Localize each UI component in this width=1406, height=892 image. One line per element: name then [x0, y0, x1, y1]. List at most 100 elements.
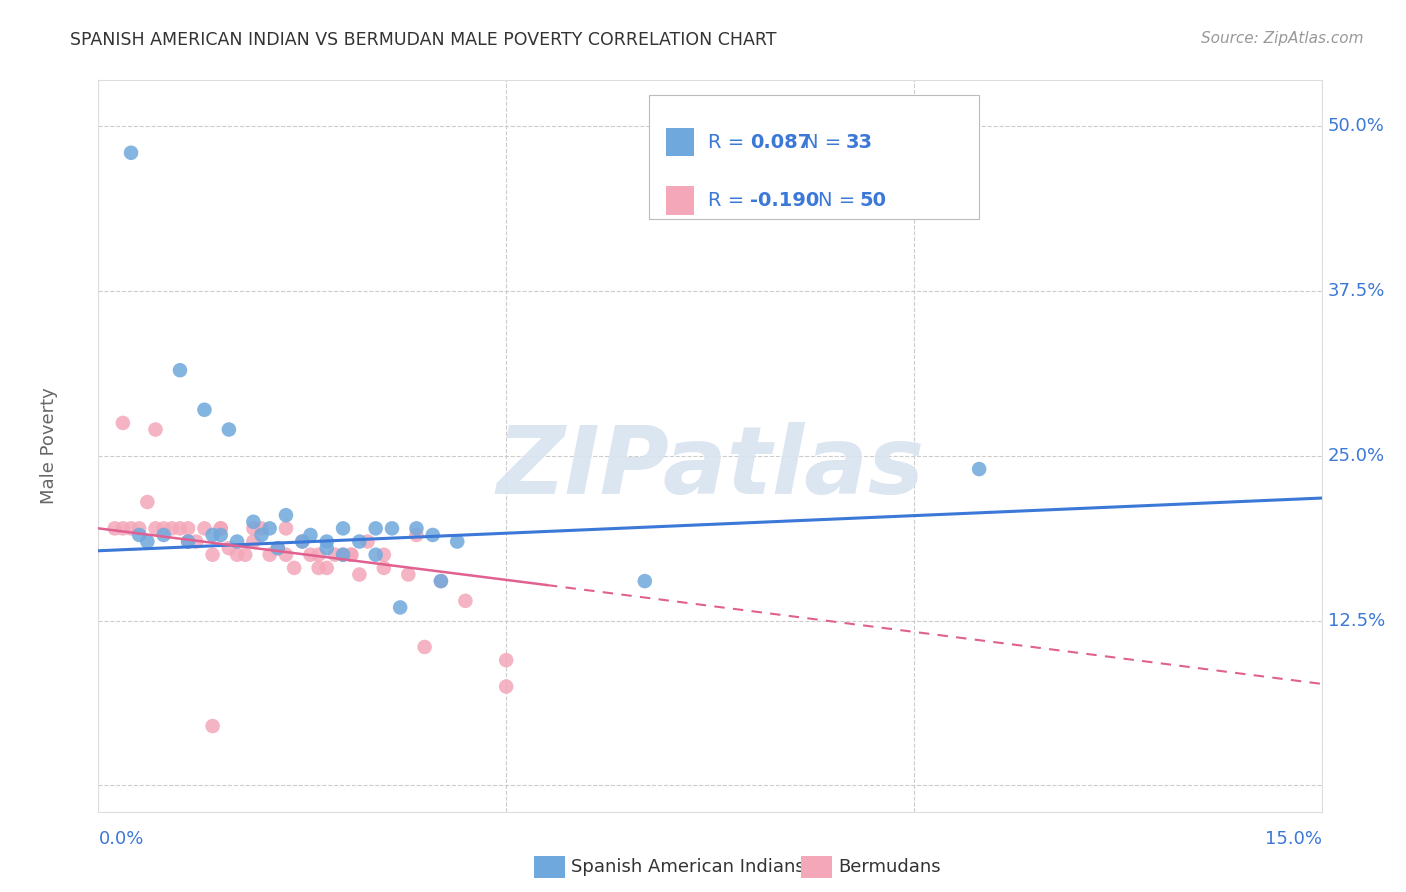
Point	[111, 521, 134, 535]
Text: 15.0%: 15.0%	[1264, 830, 1322, 848]
Point	[250, 528, 273, 542]
Point	[405, 521, 427, 535]
Point	[315, 561, 337, 575]
Point	[145, 423, 167, 437]
Text: 37.5%: 37.5%	[1327, 282, 1385, 300]
Point	[242, 521, 264, 535]
Point	[373, 561, 395, 575]
Point	[308, 548, 330, 562]
Point	[128, 528, 150, 542]
Point	[201, 548, 224, 562]
Point	[274, 508, 297, 523]
Point	[233, 548, 256, 562]
Point	[177, 521, 200, 535]
Point	[201, 719, 224, 733]
Point	[373, 548, 395, 562]
Text: 0.087: 0.087	[751, 133, 811, 152]
Point	[299, 528, 322, 542]
Point	[634, 574, 657, 588]
Point	[120, 145, 142, 160]
Point	[340, 548, 363, 562]
Point	[396, 567, 419, 582]
Point	[340, 548, 363, 562]
Text: R =: R =	[707, 191, 751, 211]
Point	[389, 600, 412, 615]
Point	[323, 548, 346, 562]
Point	[430, 574, 453, 588]
Point	[193, 521, 215, 535]
Point	[430, 574, 453, 588]
Point	[446, 534, 468, 549]
Text: R =: R =	[707, 133, 751, 152]
Point	[315, 541, 337, 556]
Point	[422, 528, 444, 542]
Point	[332, 548, 354, 562]
Point	[169, 363, 191, 377]
Point	[291, 534, 314, 549]
Text: Source: ZipAtlas.com: Source: ZipAtlas.com	[1201, 31, 1364, 46]
Point	[364, 548, 387, 562]
Point	[349, 534, 371, 549]
Text: 12.5%: 12.5%	[1327, 612, 1385, 630]
Point	[495, 653, 517, 667]
Point	[274, 521, 297, 535]
Point	[308, 561, 330, 575]
Point	[186, 534, 208, 549]
Point	[242, 515, 264, 529]
Point	[267, 541, 290, 556]
Point	[332, 548, 354, 562]
Text: Spanish American Indians: Spanish American Indians	[571, 858, 804, 876]
Text: 50.0%: 50.0%	[1327, 118, 1385, 136]
Point	[381, 521, 404, 535]
Point	[152, 528, 174, 542]
Point	[145, 521, 167, 535]
Point	[274, 548, 297, 562]
Point	[226, 548, 249, 562]
Text: ZIPatlas: ZIPatlas	[496, 422, 924, 514]
Point	[250, 521, 273, 535]
Point	[413, 640, 436, 654]
Text: 33: 33	[846, 133, 873, 152]
Text: N =: N =	[817, 191, 860, 211]
Point	[209, 528, 232, 542]
Point	[349, 567, 371, 582]
Text: 25.0%: 25.0%	[1327, 447, 1385, 465]
Text: SPANISH AMERICAN INDIAN VS BERMUDAN MALE POVERTY CORRELATION CHART: SPANISH AMERICAN INDIAN VS BERMUDAN MALE…	[70, 31, 776, 49]
Point	[177, 534, 200, 549]
Point	[405, 528, 427, 542]
Point	[218, 423, 240, 437]
Text: Bermudans: Bermudans	[838, 858, 941, 876]
Point	[356, 534, 378, 549]
Point	[177, 534, 200, 549]
Text: N =: N =	[803, 133, 846, 152]
Point	[111, 416, 134, 430]
Point	[136, 534, 159, 549]
Point	[201, 528, 224, 542]
Point	[242, 534, 264, 549]
Point	[454, 594, 477, 608]
Point	[128, 521, 150, 535]
Point	[299, 548, 322, 562]
Text: 50: 50	[859, 191, 887, 211]
Point	[209, 521, 232, 535]
Point	[104, 521, 127, 535]
Text: -0.190: -0.190	[751, 191, 820, 211]
Point	[136, 495, 159, 509]
Text: 0.0%: 0.0%	[98, 830, 143, 848]
Point	[332, 521, 354, 535]
Point	[152, 521, 174, 535]
Text: Male Poverty: Male Poverty	[41, 388, 59, 504]
Point	[120, 521, 142, 535]
Point	[160, 521, 183, 535]
Point	[259, 521, 281, 535]
Point	[226, 534, 249, 549]
Point	[218, 541, 240, 556]
Point	[315, 534, 337, 549]
Point	[291, 534, 314, 549]
Point	[259, 548, 281, 562]
Point	[283, 561, 305, 575]
Point	[495, 680, 517, 694]
Point	[209, 521, 232, 535]
Point	[169, 521, 191, 535]
Point	[267, 541, 290, 556]
